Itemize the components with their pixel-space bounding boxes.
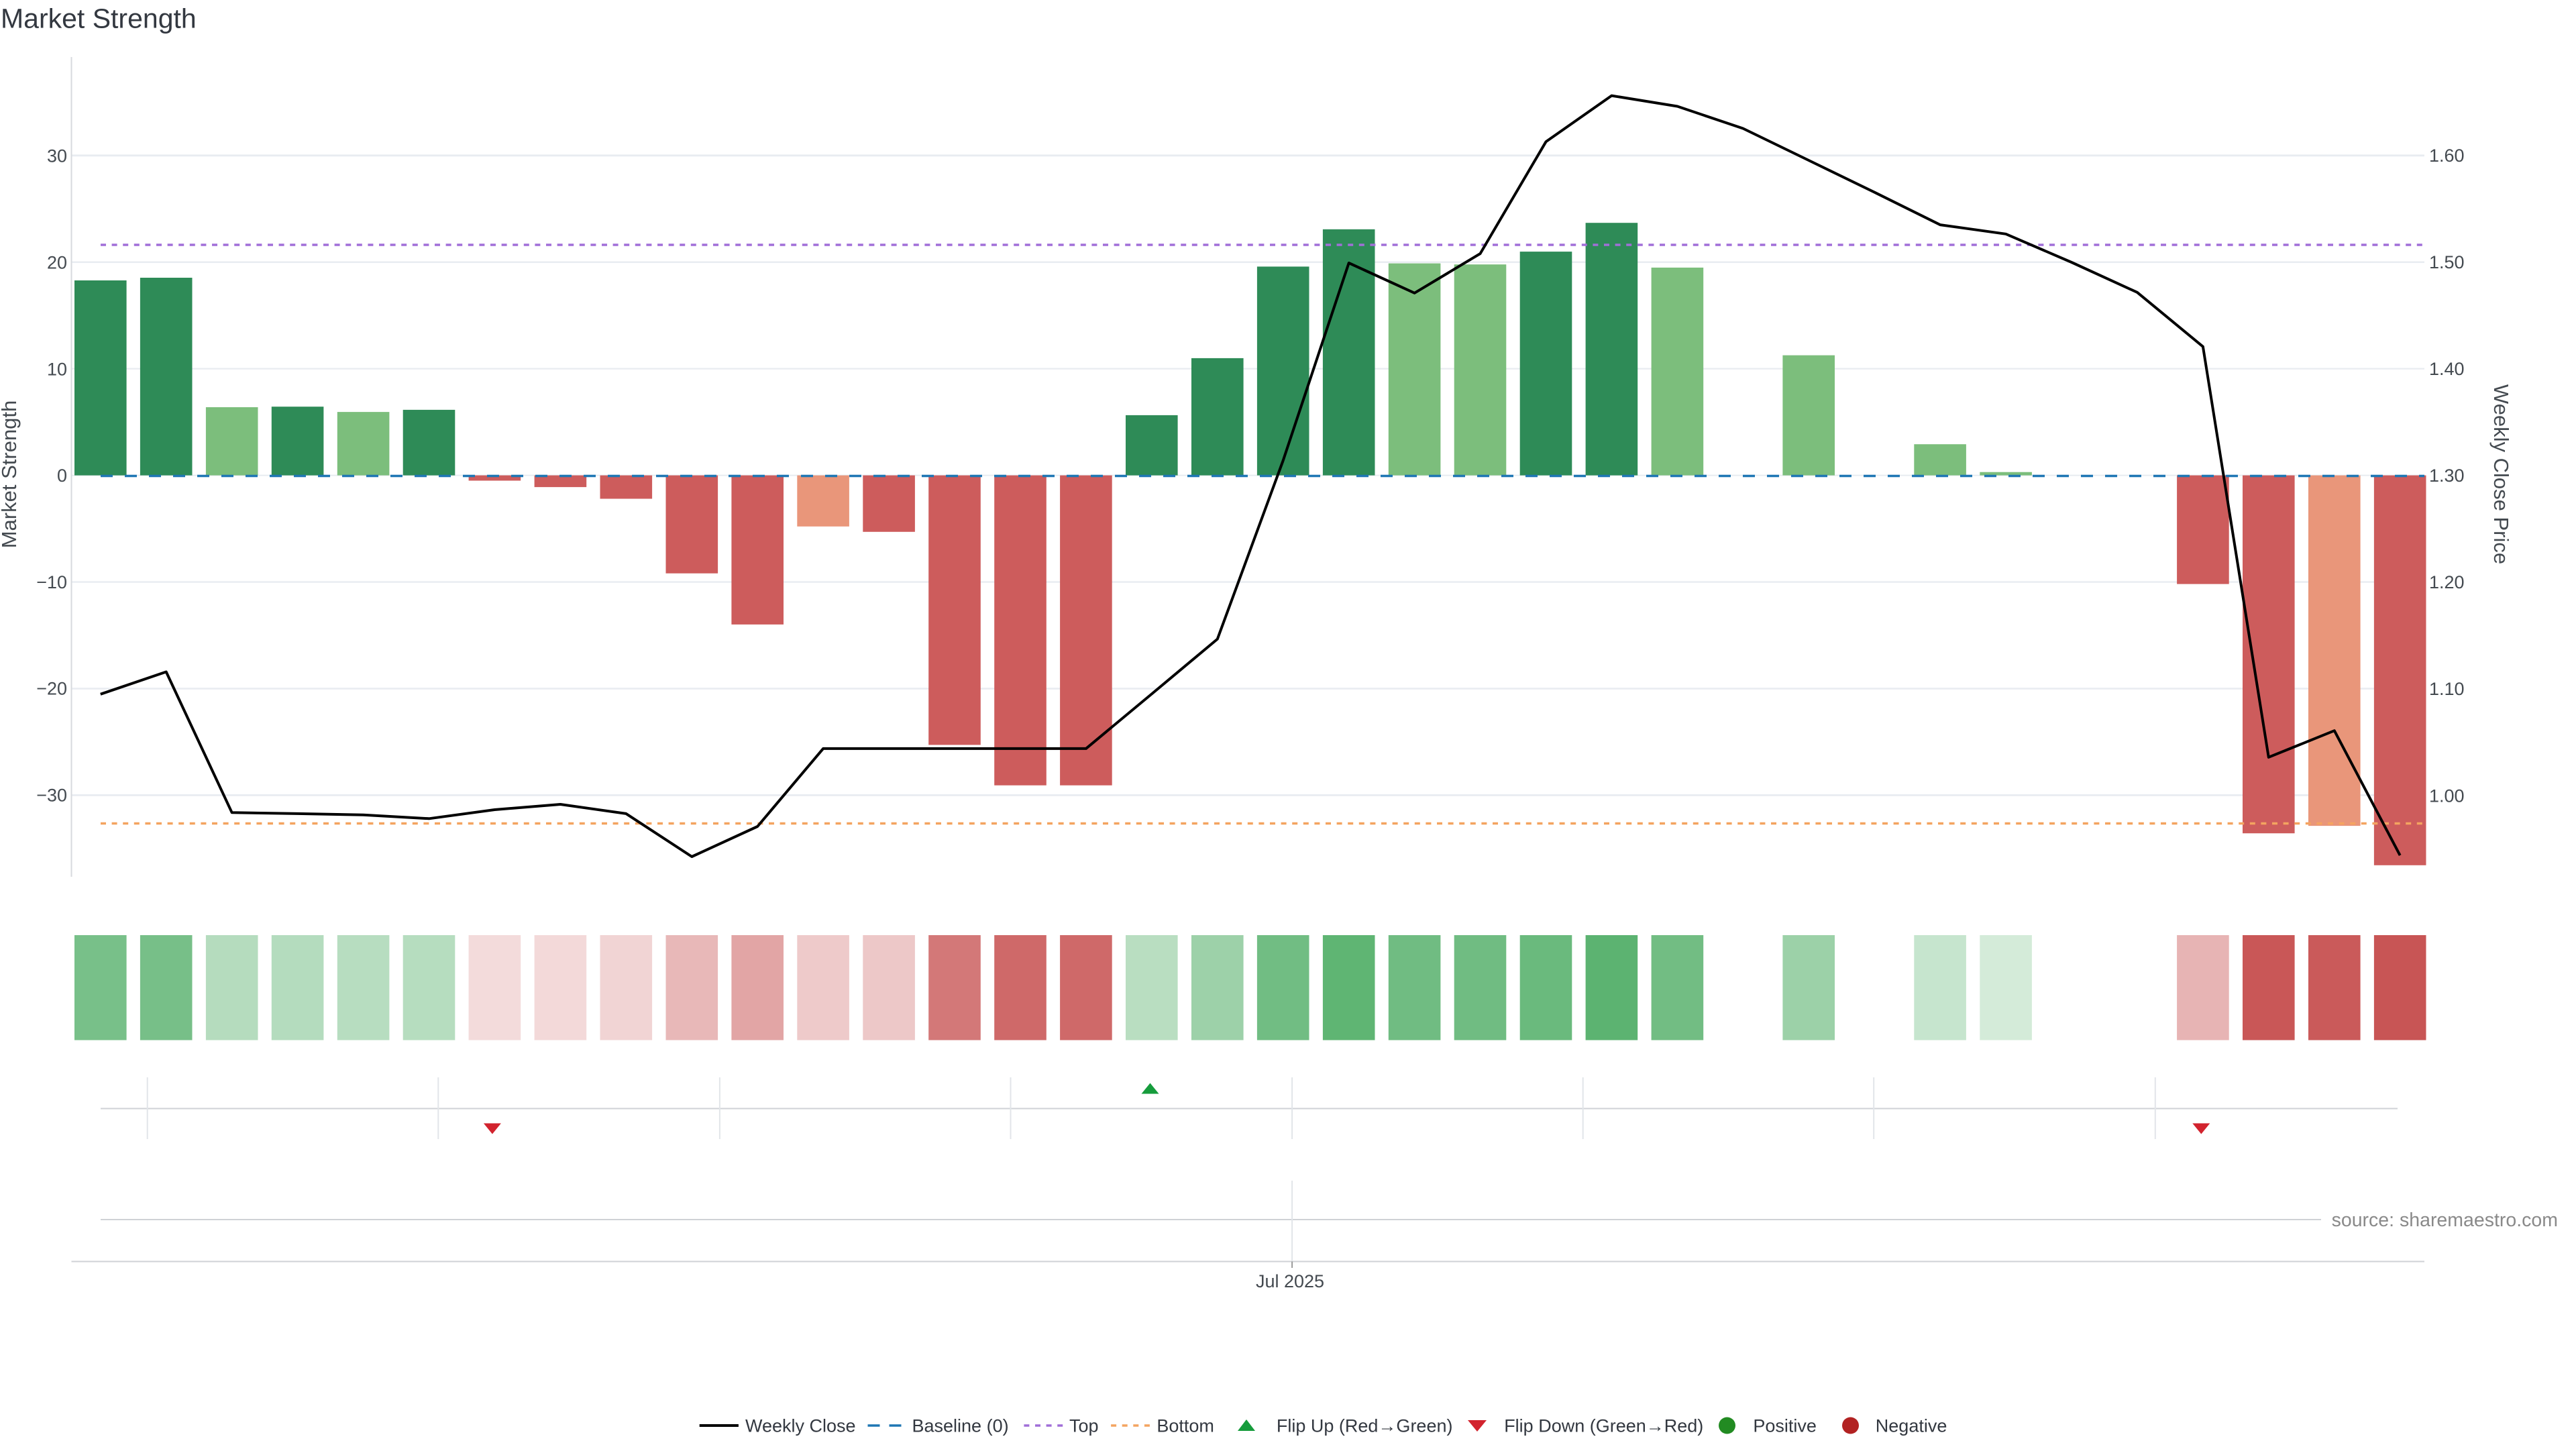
svg-text:Market Strength: Market Strength	[0, 400, 21, 549]
svg-text:Positive: Positive	[1753, 1416, 1817, 1436]
svg-text:0: 0	[57, 466, 67, 486]
svg-text:1.50: 1.50	[2429, 252, 2465, 272]
svg-text:−30: −30	[36, 786, 67, 806]
svg-text:Jul 2025: Jul 2025	[1256, 1271, 1324, 1291]
svg-text:Bottom: Bottom	[1157, 1416, 1214, 1436]
svg-text:Flip Up (Red→Green): Flip Up (Red→Green)	[1277, 1416, 1453, 1436]
svg-text:Weekly Close: Weekly Close	[745, 1416, 856, 1436]
svg-text:source: sharemaestro.com: source: sharemaestro.com	[2332, 1210, 2558, 1231]
svg-text:1.30: 1.30	[2429, 466, 2465, 486]
svg-text:1.40: 1.40	[2429, 359, 2465, 379]
svg-text:20: 20	[47, 253, 67, 273]
svg-text:Top: Top	[1069, 1416, 1099, 1436]
svg-text:−10: −10	[36, 572, 67, 592]
svg-text:Weekly Close Price: Weekly Close Price	[2489, 384, 2513, 564]
svg-text:1.60: 1.60	[2429, 146, 2465, 166]
svg-text:Market Strength: Market Strength	[1, 3, 197, 34]
svg-text:Negative: Negative	[1876, 1416, 1947, 1436]
svg-text:Baseline (0): Baseline (0)	[912, 1416, 1009, 1436]
svg-text:−20: −20	[36, 679, 67, 699]
svg-text:1.00: 1.00	[2429, 786, 2465, 806]
svg-text:1.10: 1.10	[2429, 679, 2465, 699]
svg-text:Flip Down (Green→Red): Flip Down (Green→Red)	[1504, 1416, 1703, 1436]
svg-text:10: 10	[47, 359, 67, 379]
svg-text:30: 30	[47, 146, 67, 166]
svg-text:1.20: 1.20	[2429, 572, 2465, 592]
